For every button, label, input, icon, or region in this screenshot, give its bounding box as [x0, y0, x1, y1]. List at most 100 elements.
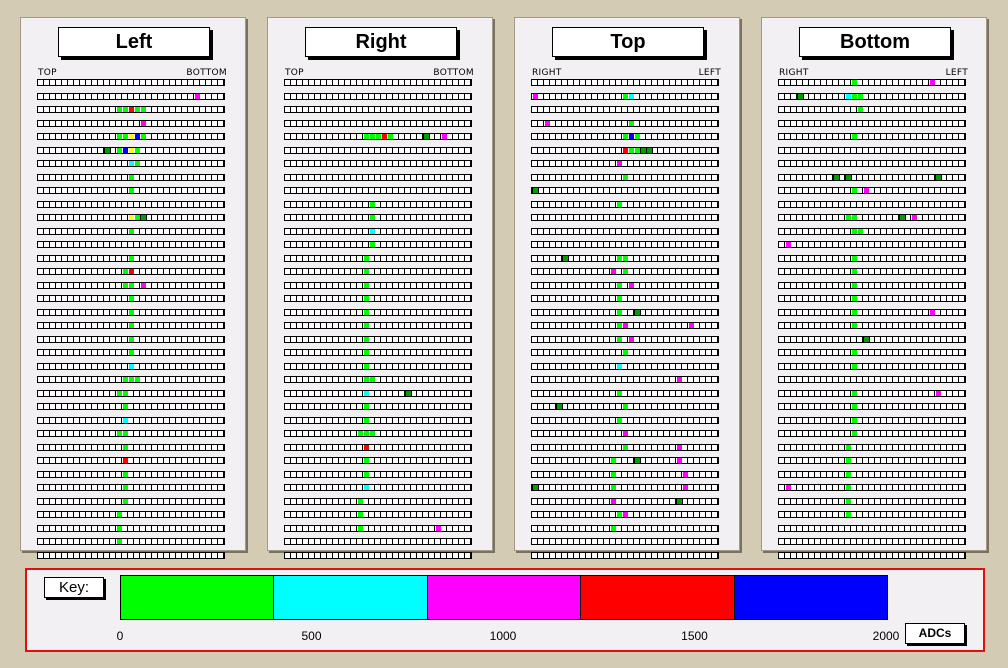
hit-cell: [677, 444, 682, 450]
channel-strip: [531, 322, 719, 329]
hit-cell: [117, 512, 122, 517]
hit-cell: [617, 296, 622, 301]
channel-strip: [531, 119, 719, 127]
hit-cell: [135, 134, 140, 139]
channel-strip: [37, 241, 225, 248]
channel-strip: [284, 187, 472, 194]
channel-strip: [37, 133, 225, 140]
hit-cell: [846, 93, 851, 99]
hit-cell: [611, 485, 616, 490]
channel-strip: [531, 227, 719, 235]
hit-cell: [623, 174, 628, 180]
hit-cell: [370, 201, 375, 207]
hit-cell: [852, 404, 857, 409]
hit-cell: [370, 134, 375, 139]
hit-cell: [364, 363, 369, 369]
hit-cell: [623, 444, 628, 450]
hit-cell: [930, 309, 935, 315]
channel-strip: [37, 106, 225, 113]
channel-strip: [284, 349, 472, 356]
hit-cell: [634, 457, 641, 464]
hit-cell: [117, 431, 122, 436]
channel-strip: [531, 268, 719, 275]
channel-strip: [284, 457, 472, 464]
hit-cell: [129, 174, 134, 180]
channel-strip: [284, 200, 472, 208]
hit-cell: [852, 350, 857, 355]
hit-cell: [370, 242, 375, 247]
hit-cell: [629, 147, 634, 153]
hit-cell: [852, 228, 857, 234]
channel-strip: [778, 470, 966, 478]
channel-strip: [531, 200, 719, 208]
hit-cell: [617, 323, 622, 328]
channel-strip: [284, 497, 472, 505]
channel-strip: [284, 160, 472, 167]
channel-strip: [284, 416, 472, 424]
channel-strip: [37, 79, 225, 86]
channel-strip: [531, 551, 719, 559]
channel-strip: [778, 538, 966, 545]
hit-cell: [852, 296, 857, 301]
channel-strip: [284, 92, 472, 100]
channel-strip: [778, 511, 966, 518]
hit-cell: [370, 431, 375, 436]
hit-cell: [364, 350, 369, 355]
hit-cell: [129, 228, 134, 234]
channel-strip: [778, 322, 966, 329]
hit-cell: [129, 309, 134, 315]
channel-strip: [778, 214, 966, 221]
hit-cell: [123, 485, 128, 490]
hit-cell: [364, 404, 369, 409]
hit-cell: [617, 363, 622, 369]
channel-strip: [284, 362, 472, 370]
channel-strip: [778, 227, 966, 235]
hit-cell: [852, 323, 857, 328]
hit-cell: [141, 282, 146, 288]
hit-cell: [141, 134, 146, 139]
hit-cell: [141, 120, 146, 126]
channel-strip: [531, 457, 719, 464]
hit-cell: [617, 201, 622, 207]
hit-cell: [364, 471, 369, 477]
channel-strip: [284, 551, 472, 559]
channel-strip: [37, 497, 225, 505]
hit-cell: [858, 107, 863, 112]
channel-strip: [778, 133, 966, 140]
scale-tick: 500: [301, 629, 322, 643]
hit-cell: [617, 417, 622, 423]
key-label: Key:: [44, 577, 104, 598]
hit-cell: [135, 161, 140, 166]
hit-cell: [617, 512, 622, 517]
axis-label-end: BOTTOM: [186, 68, 227, 78]
hit-cell: [123, 390, 128, 396]
hit-cell: [123, 134, 128, 139]
adcs-button[interactable]: ADCs: [905, 623, 965, 644]
hit-cell: [846, 471, 851, 477]
hit-cell: [623, 269, 628, 274]
hit-cell: [364, 323, 369, 328]
channel-strip: [37, 119, 225, 127]
channel-strip: [778, 443, 966, 451]
channel-strip: [778, 484, 966, 491]
hit-cell: [846, 498, 851, 504]
hit-cell: [123, 147, 128, 153]
hit-cell: [864, 188, 869, 193]
hit-cell: [629, 282, 634, 288]
panel-title: Right: [305, 27, 457, 57]
channel-strip: [778, 173, 966, 181]
hit-cell: [623, 255, 628, 261]
channel-strip: [531, 187, 719, 194]
channel-strip: [37, 416, 225, 424]
hit-cell: [852, 215, 857, 220]
hit-cell: [376, 134, 381, 139]
channel-strip: [284, 511, 472, 518]
channel-strip: [778, 146, 966, 154]
panel-top: Top RIGHT LEFT: [514, 17, 740, 559]
hit-cell: [935, 173, 942, 181]
channel-strip: [531, 443, 719, 451]
channel-strip: [778, 497, 966, 505]
channel-strip: [531, 430, 719, 437]
hit-cell: [382, 134, 387, 139]
hit-cell: [140, 214, 147, 221]
